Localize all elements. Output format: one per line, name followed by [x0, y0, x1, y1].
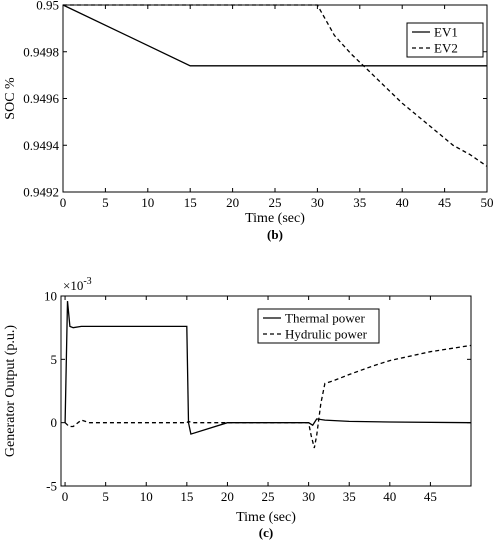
x-tick-label: 45: [424, 489, 437, 504]
soc-chart: 0 5 10 15 20 25 30 35 40 45 50 0.9492 0.9494 0.9496 0.…: [3, 0, 494, 242]
x-tick-label: 25: [262, 489, 275, 504]
x-tick-label: 40: [396, 195, 409, 210]
y-tick-label: -5: [46, 479, 57, 494]
soc-x-axis-label: Time (sec): [245, 211, 305, 226]
x-tick-label: 35: [343, 489, 356, 504]
generator-x-axis-label: Time (sec): [236, 510, 296, 525]
x-tick-label: 10: [141, 195, 154, 210]
generator-legend-box: [257, 308, 380, 344]
soc-series-layer: [62, 4, 488, 167]
y-axis-scale-note: ×10-3: [63, 276, 92, 293]
x-tick-label: 5: [102, 489, 109, 504]
x-tick-label: 20: [221, 489, 234, 504]
x-tick-label: 30: [311, 195, 324, 210]
generator-output-chart: 0 5 10 15 20 25 30 35 40 45 -5 0 5 10 ×10-3 Time (sec…: [3, 276, 472, 540]
x-tick-label: 15: [184, 195, 197, 210]
generator-plot-frame: [60, 295, 472, 487]
x-tick-label: 10: [140, 489, 153, 504]
y-tick-label: 0: [51, 415, 58, 430]
generator-axis-ticks: 0 5 10 15 20 25 30 35 40 45 -5 0 5 10: [44, 289, 471, 504]
legend-label-thermal-power: Thermal power: [285, 311, 365, 326]
y-tick-label: 5: [51, 352, 58, 367]
soc-legend-box: [406, 22, 484, 58]
x-tick-label: 30: [302, 489, 315, 504]
x-tick-label: 5: [102, 195, 109, 210]
soc-axis-ticks: 0 5 10 15 20 25 30 35 40 45 50 0.9492 0.9494 0.9496 0.…: [23, 0, 493, 210]
series-line-ev1: [62, 4, 487, 67]
x-tick-label: 45: [438, 195, 451, 210]
legend-label-ev2: EV2: [434, 41, 458, 56]
soc-legend: EV1 EV2: [406, 22, 484, 58]
series-line-hydrulic-power: [64, 344, 472, 449]
y-tick-label: 0.95: [36, 0, 59, 13]
generator-series-layer: [64, 301, 472, 449]
generator-legend: Thermal power Hydrulic power: [257, 308, 380, 344]
x-tick-label: 0: [62, 489, 69, 504]
y-tick-label: 10: [44, 289, 57, 304]
x-tick-label: 0: [60, 195, 67, 210]
generator-y-axis-label: Generator Output (p.u.): [3, 325, 18, 458]
y-tick-label: 0.9498: [23, 44, 59, 59]
x-tick-label: 35: [353, 195, 366, 210]
legend-label-ev1: EV1: [434, 25, 458, 40]
x-tick-label: 20: [226, 195, 239, 210]
x-tick-label: 15: [180, 489, 193, 504]
x-tick-label: 50: [481, 195, 494, 210]
legend-label-hydrulic-power: Hydrulic power: [285, 327, 368, 342]
panel-label-c: (c): [259, 525, 273, 540]
soc-y-axis-label: SOC %: [3, 77, 18, 120]
x-tick-label: 40: [383, 489, 396, 504]
y-tick-label: 0.9496: [23, 91, 59, 106]
series-line-ev2: [63, 4, 488, 167]
panel-label-b: (b): [267, 227, 283, 242]
y-tick-label: 0.9494: [23, 138, 59, 153]
x-tick-label: 25: [269, 195, 282, 210]
series-line-thermal-power: [64, 301, 472, 435]
y-tick-label: 0.9492: [23, 185, 59, 200]
